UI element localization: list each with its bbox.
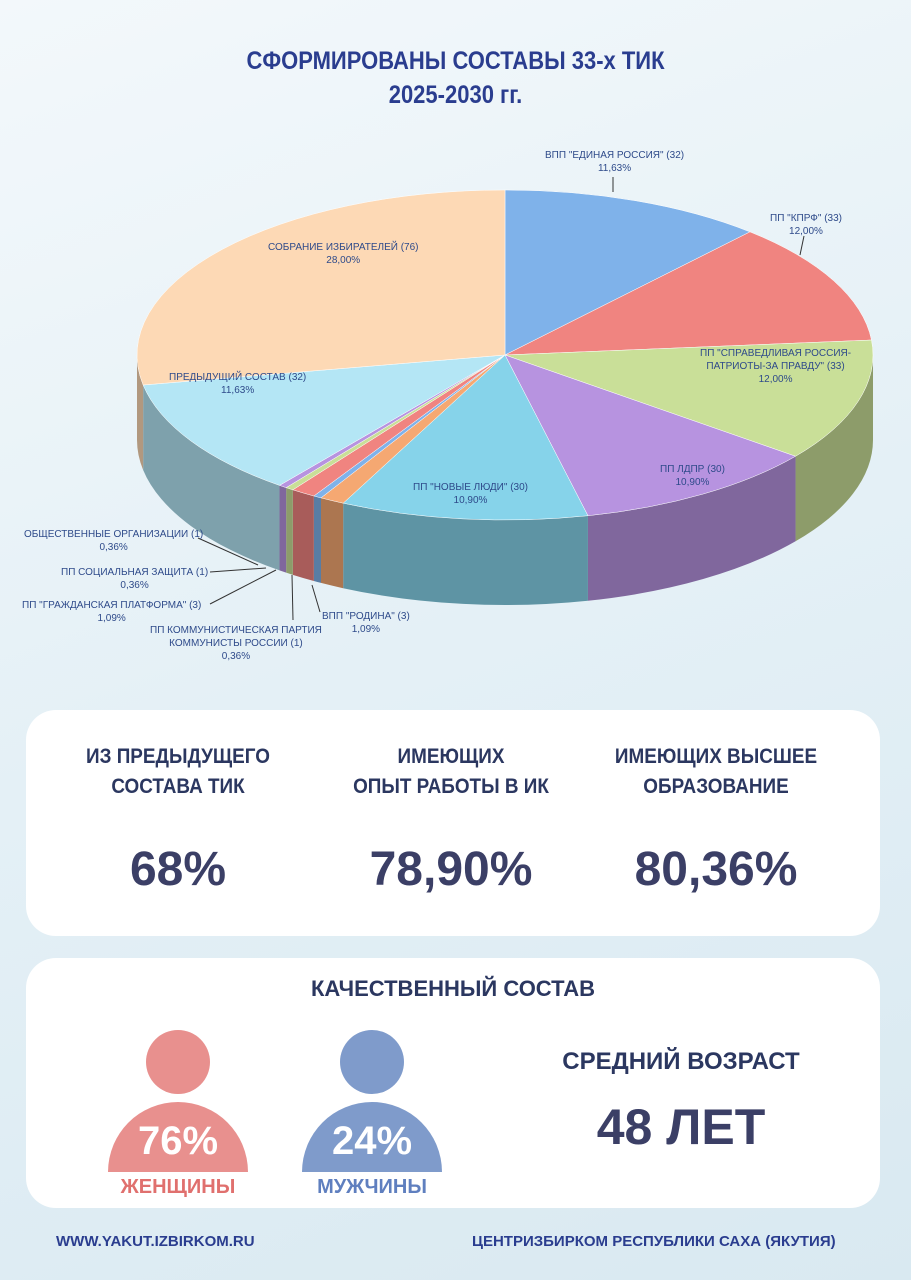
label-kprf: ПП "КПРФ" (33) 12,00% [770,213,842,237]
stats-card: ИЗ ПРЕДЫДУЩЕГО СОСТАВА ТИК 68% ИМЕЮЩИХ ОПЫТ… [26,710,880,936]
pie-slice-top [504,231,872,356]
age-value: 48 ЛЕТ [596,1099,766,1155]
title-line1: СФОРМИРОВАНЫ СОСТАВЫ 33-х ТИК [246,47,665,75]
label-nl: ПП "НОВЫЕ ЛЮДИ" (30) 10,90% [413,482,528,506]
pie-slice-top [504,339,874,457]
label-sz: ПП СОЦИАЛЬНАЯ ЗАЩИТА (1) 0,36% [61,567,209,591]
pie-slice-side [286,487,293,575]
person-icon [146,1030,210,1094]
age-label: СРЕДНИЙ ВОЗРАСТ [562,1048,800,1075]
men-label: МУЖЧИНЫ [317,1176,427,1198]
women-pct: 76% [108,1102,248,1172]
pie-slice-top [136,189,506,386]
label-oo: ОБЩЕСТВЕННЫЕ ОРГАНИЗАЦИИ (1) 0,36% [24,529,204,553]
quality-title: КАЧЕСТВЕННЫЙ СОСТАВ [311,976,595,1001]
page-title: СФОРМИРОВАНЫ СОСТАВЫ 33-х ТИК 2025-2030 г… [55,44,857,112]
pie-slice-side [343,503,588,605]
leader-lines [197,177,805,621]
pie-chart [136,177,874,621]
label-sobr: СОБРАНИЕ ИЗБИРАТЕЛЕЙ (76) 28,00% [268,242,419,266]
pie-slice-side [587,456,796,601]
label-kpkr: ПП КОММУНИСТИЧЕСКАЯ ПАРТИЯ КОММУНИСТЫ РОС… [150,625,322,662]
men-pct: 24% [302,1102,442,1172]
pie-slice-side [292,489,314,581]
stat-previous: ИЗ ПРЕДЫДУЩЕГО СОСТАВА ТИК 68% [86,745,270,896]
pie-slice-top [142,354,506,486]
title-line2: 2025-2030 гг. [388,81,523,109]
men-figure: 24% МУЖЧИНЫ [302,1030,442,1198]
label-rodina: ВПП "РОДИНА" (3) 1,09% [322,611,410,635]
pie-slice-top [504,354,797,517]
pie-slice-side [143,385,280,571]
stat-education: ИМЕЮЩИХ ВЫСШЕЕ ОБРАЗОВАНИЕ 80,36% [614,745,818,896]
pie-slice-side [279,485,287,573]
pie-slice-side [321,497,344,589]
pie-slice-top [504,189,751,356]
org-name: ЦЕНТРИЗБИРКОМ РЕСПУБЛИКИ САХА (ЯКУТИЯ) [472,1233,836,1250]
site-link[interactable]: WWW.YAKUT.IZBIRKOM.RU [56,1233,255,1250]
label-gp: ПП "ГРАЖДАНСКАЯ ПЛАТФОРМА" (3) 1,09% [22,600,202,624]
pie-slice-side [137,355,144,471]
stat-experience: ИМЕЮЩИХ ОПЫТ РАБОТЫ В ИК 78,90% [353,745,549,896]
pie-slice-top [342,354,589,521]
label-ldpr: ПП ЛДПР (30) 10,90% [660,464,725,488]
label-sr: ПП "СПРАВЕДЛИВАЯ РОССИЯ- ПАТРИОТЫ-ЗА ПРАВ… [700,348,852,385]
pie-slice-side [795,355,873,542]
quality-card: КАЧЕСТВЕННЫЙ СОСТАВ 76% ЖЕНЩИНЫ 24% МУЖЧ… [26,958,880,1208]
label-prev: ПРЕДЫДУЩИЙ СОСТАВ (32) 11,63% [169,372,307,396]
label-er: ВПП "ЕДИНАЯ РОССИЯ" (32) 11,63% [545,150,685,174]
women-figure: 76% ЖЕНЩИНЫ [108,1030,248,1198]
person-icon [340,1030,404,1094]
pie-slice-side [313,495,321,583]
women-label: ЖЕНЩИНЫ [120,1176,236,1198]
